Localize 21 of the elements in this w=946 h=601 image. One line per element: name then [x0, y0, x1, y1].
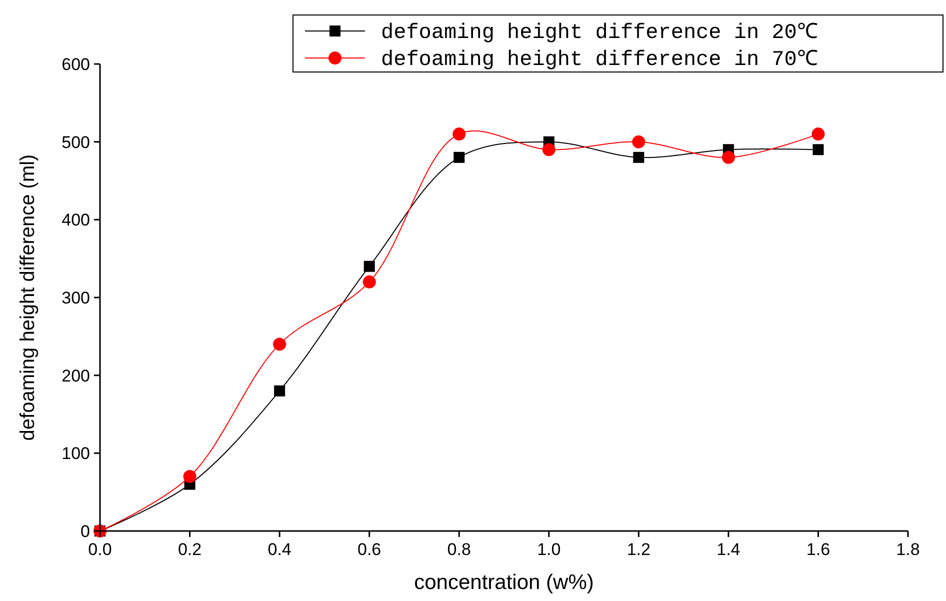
x-tick-label: 0.8 [447, 540, 471, 559]
y-tick-label: 400 [62, 210, 90, 230]
x-tick-label: 0.4 [268, 540, 292, 559]
legend-label: defoaming height difference in 20℃ [381, 22, 818, 45]
x-tick-label: 0.6 [358, 540, 382, 559]
x-tick-label: 1.0 [537, 540, 561, 559]
x-tick-label: 0.2 [178, 540, 202, 559]
y-tick-label: 300 [62, 288, 90, 308]
y-axis-title: defoaming height difference (ml) [17, 154, 39, 441]
y-tick-label: 500 [62, 132, 90, 152]
legend-label: defoaming height difference in 70℃ [381, 49, 818, 72]
x-tick-label: 1.2 [626, 540, 650, 559]
x-tick-label: 1.8 [896, 540, 920, 559]
y-tick-label: 100 [62, 444, 90, 464]
x-tick-label: 1.4 [716, 540, 740, 559]
x-axis-title: concentration (w%) [414, 571, 594, 594]
x-tick-label: 1.6 [806, 540, 830, 559]
y-tick-label: 600 [62, 55, 90, 74]
y-tick-label: 0 [80, 522, 90, 541]
x-tick-label: 0.0 [88, 540, 112, 559]
y-tick-label: 200 [62, 366, 90, 386]
